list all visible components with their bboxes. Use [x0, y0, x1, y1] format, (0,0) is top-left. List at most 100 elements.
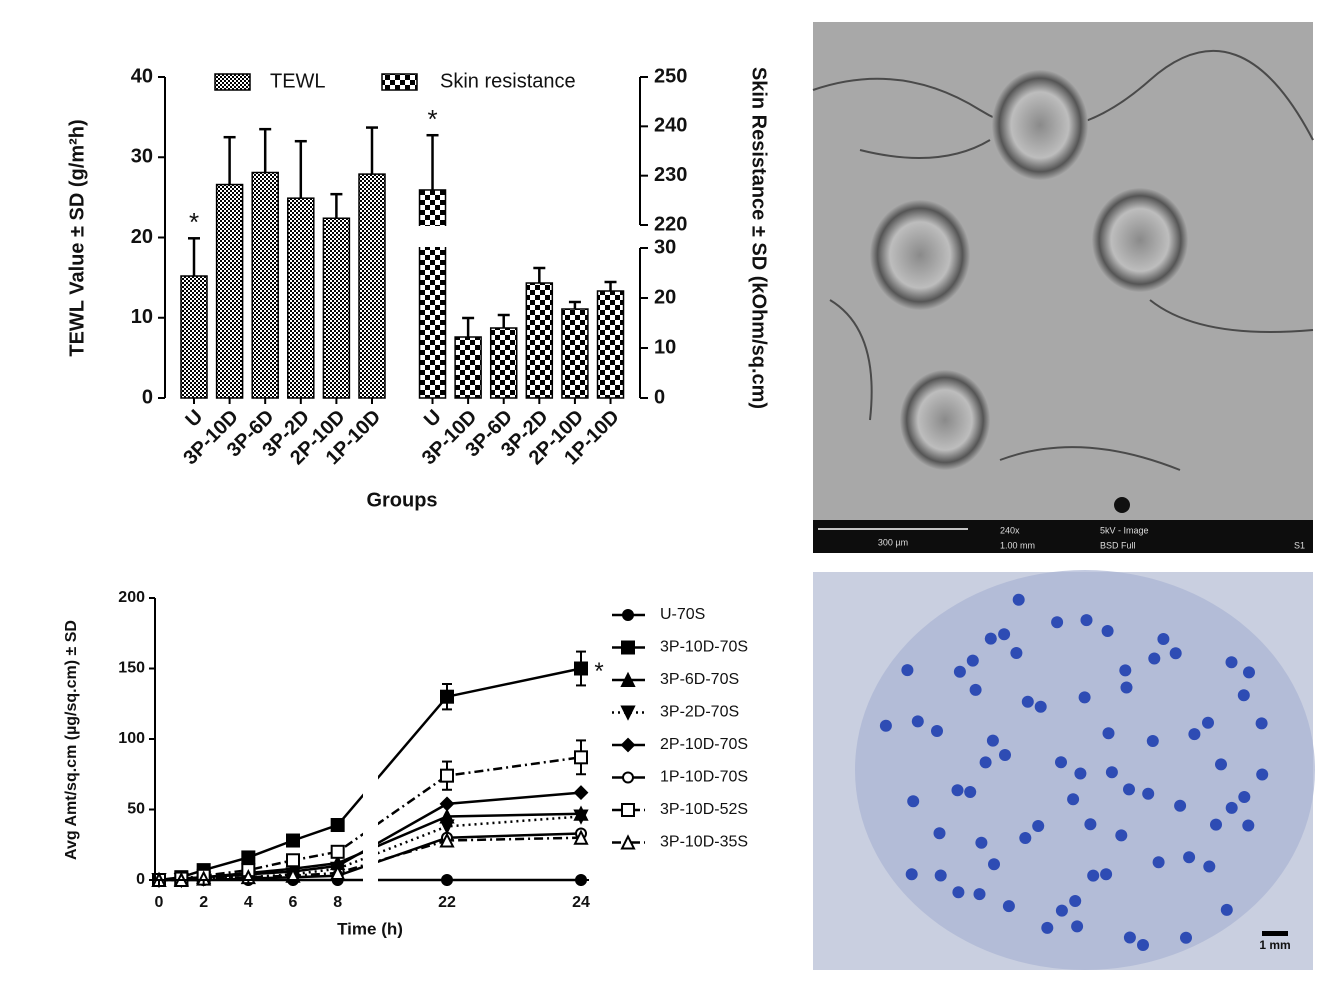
x-tick-label: 2	[199, 894, 208, 911]
stained-pore	[1084, 818, 1097, 831]
stained-pore	[1215, 758, 1227, 771]
stained-pore	[1078, 691, 1091, 704]
marker	[622, 771, 634, 784]
stained-pore	[931, 725, 943, 737]
y2-tick-label: 0	[654, 386, 665, 408]
legend-label: 3P-10D-52S	[660, 801, 748, 818]
stained-pore	[1123, 931, 1136, 944]
stained-pore	[1238, 791, 1251, 803]
stained-pore	[986, 734, 999, 747]
stain-scale: 1 mm	[1259, 931, 1291, 952]
y-tick-label: 150	[118, 660, 145, 677]
stained-pore	[1152, 856, 1165, 869]
stained-pore	[1220, 903, 1233, 916]
stained-pore	[1102, 727, 1115, 740]
axis-break-gap	[363, 588, 378, 890]
stain-image	[813, 570, 1315, 970]
bar	[180, 275, 208, 399]
legend-label: 1P-10D-70S	[660, 769, 748, 786]
bar	[454, 336, 482, 399]
stained-pore	[1169, 647, 1182, 660]
stained-pore	[1055, 904, 1068, 917]
legend-label: 2P-10D-70S	[660, 736, 748, 753]
stained-pore	[1256, 768, 1269, 781]
stained-pore	[964, 786, 977, 798]
y-tick-label: 40	[131, 65, 153, 87]
stained-pore	[1032, 820, 1045, 832]
working-distance: 1.00 mm	[1000, 540, 1035, 550]
significance-marker: *	[594, 658, 603, 685]
x-axis-title: Time (h)	[337, 919, 403, 938]
marker	[286, 853, 300, 868]
sem-image: 300 µm 240x 1.00 mm 5kV - Image BSD Full…	[812, 22, 1314, 553]
stained-pore	[999, 749, 1011, 761]
stained-pore	[911, 715, 924, 728]
stained-pore	[1012, 593, 1025, 606]
x-tick-label: U	[420, 406, 446, 432]
stained-pore	[1210, 818, 1222, 831]
stained-pore	[1243, 666, 1255, 679]
stained-pore	[1183, 851, 1196, 864]
bar	[287, 197, 315, 399]
stained-pore	[1237, 689, 1250, 702]
marker	[573, 829, 589, 845]
stained-pore	[1242, 819, 1255, 832]
y2-tick-label: 220	[654, 213, 687, 235]
marker	[439, 796, 455, 812]
bar	[358, 173, 386, 399]
stained-pore	[1225, 656, 1238, 669]
stained-pore	[952, 886, 965, 899]
stained-pore	[975, 836, 988, 849]
bar	[561, 308, 589, 399]
x-tick-label: 22	[438, 894, 456, 911]
marker	[621, 803, 635, 817]
y2-tick-label: 240	[654, 115, 687, 137]
stained-pore	[1002, 900, 1015, 913]
stained-pore	[951, 784, 964, 797]
significance-marker: *	[427, 104, 437, 134]
marker	[440, 689, 454, 704]
stained-pore	[901, 664, 914, 677]
stained-pore	[1142, 787, 1155, 800]
stained-pore	[966, 654, 979, 667]
y2-axis-title: Skin Resistance ± SD (kOhm/sq.cm)	[748, 67, 770, 409]
stained-pore	[953, 665, 966, 678]
stained-pore	[907, 795, 920, 808]
y2-tick-label: 20	[654, 286, 676, 308]
stained-pore	[1157, 633, 1170, 645]
y-tick-label: 200	[118, 589, 145, 606]
bar	[596, 290, 625, 399]
marker	[330, 844, 345, 859]
marker	[622, 609, 634, 621]
y-tick-label: 0	[142, 386, 153, 408]
stained-pore	[1067, 793, 1080, 806]
bar	[215, 183, 244, 399]
marker	[440, 768, 454, 783]
bar	[489, 327, 518, 399]
stained-pore	[1225, 801, 1238, 814]
x-tick-label: 0	[155, 894, 164, 911]
x-axis-title: Groups	[366, 489, 437, 511]
stained-pore	[988, 858, 1000, 871]
marker	[573, 785, 589, 800]
stained-pore	[1120, 681, 1133, 694]
y-tick-label: 20	[131, 226, 153, 248]
marker	[573, 809, 589, 825]
marker	[286, 833, 300, 848]
stained-pore	[933, 827, 946, 840]
stained-pore	[1010, 647, 1023, 659]
y-tick-label: 30	[131, 146, 153, 168]
stained-pore	[1055, 756, 1067, 769]
scale-bar-label: 300 µm	[878, 537, 908, 547]
legend-label: 3P-10D-35S	[660, 834, 748, 851]
series-line	[159, 815, 582, 882]
y-tick-label: 50	[127, 801, 145, 818]
legend-label: 3P-6D-70S	[660, 671, 739, 688]
marker	[439, 819, 455, 835]
detector: BSD Full	[1100, 540, 1136, 550]
scale-bar-label: 1 mm	[1259, 938, 1290, 952]
marker	[330, 864, 346, 880]
stained-pore	[1080, 614, 1093, 627]
stained-pore	[973, 888, 986, 901]
